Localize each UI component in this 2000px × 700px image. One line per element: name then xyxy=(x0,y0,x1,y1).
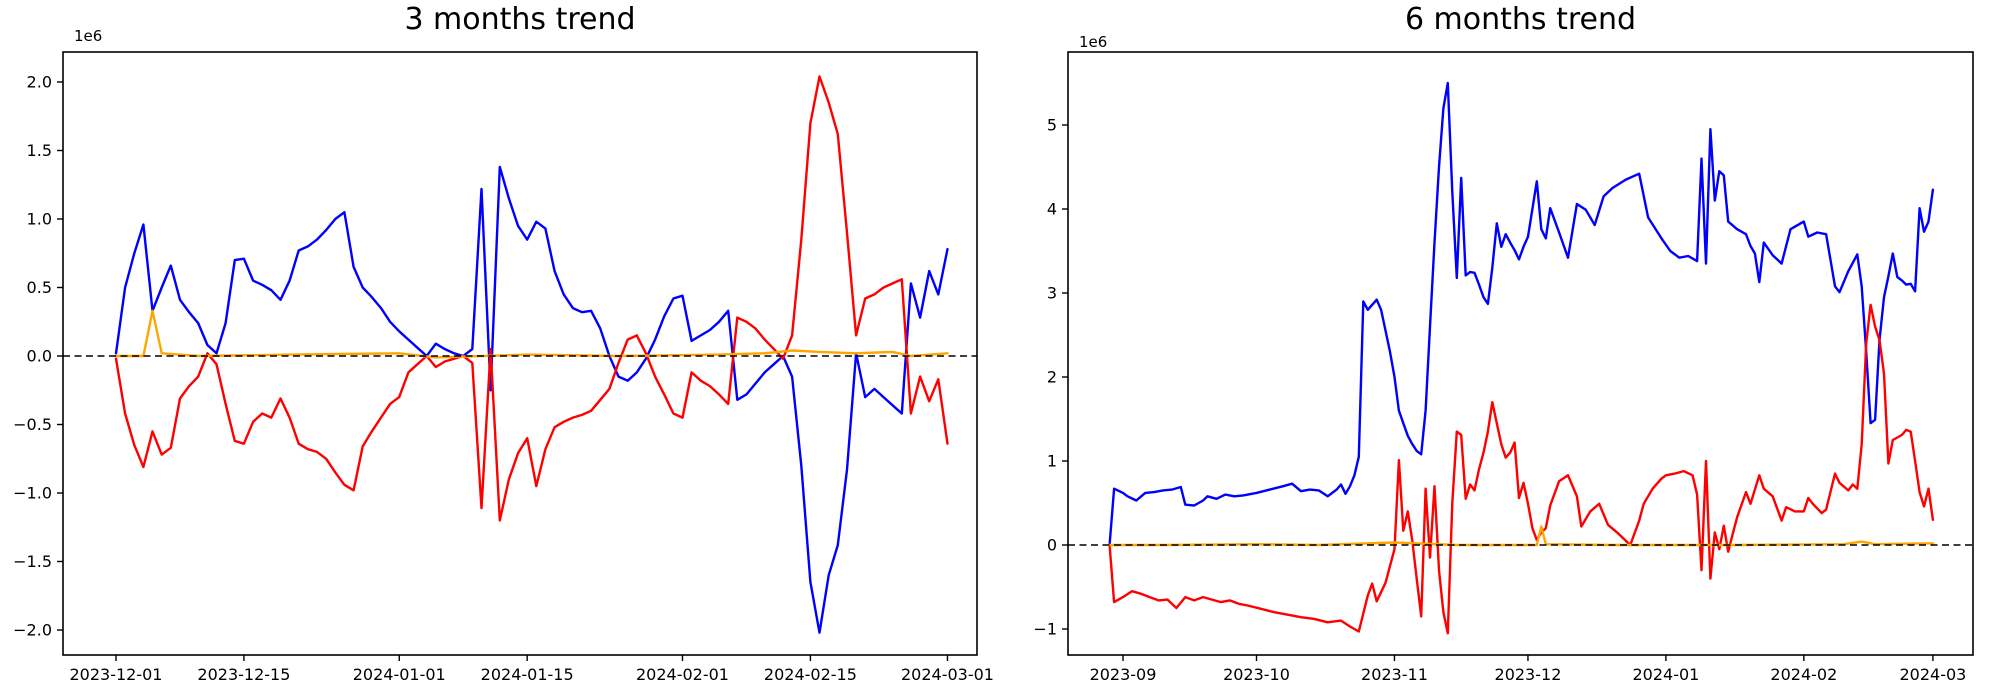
x-tick-label: 2024-03 xyxy=(1899,665,1966,684)
y-tick-label: 0 xyxy=(1047,536,1057,555)
y-axis-offset-label-right: 1e6 xyxy=(1079,33,1108,51)
y-tick-label: 1.0 xyxy=(27,210,52,229)
x-tick-label: 2023-10 xyxy=(1223,665,1290,684)
x-tick-label: 2024-01-15 xyxy=(481,665,574,684)
y-tick-label: 0.5 xyxy=(27,278,52,297)
blue-line xyxy=(1108,81,1935,545)
x-tick-label: 2023-12-01 xyxy=(70,665,163,684)
y-tick-label: 1 xyxy=(1047,452,1057,471)
y-tick-label: −2.0 xyxy=(13,621,52,640)
x-tick-label: 2023-12 xyxy=(1495,665,1562,684)
x-tick-label: 2024-02-15 xyxy=(764,665,857,684)
chart-6-months-trend: 5 4 3 2 1 0 −1 2023-09 2023-10 2023-11 2023-12 2024… xyxy=(1033,51,1974,684)
y-tick-label: 1.5 xyxy=(27,141,52,160)
red-line xyxy=(1108,303,1935,635)
blue-line xyxy=(114,165,949,634)
y-tick-label: 3 xyxy=(1047,284,1057,303)
y-tick-label: 0.0 xyxy=(27,347,52,366)
y-axis-offset-label-left: 1e6 xyxy=(74,27,103,45)
x-tick-label: 2024-01-01 xyxy=(353,665,446,684)
x-tick-label: 2023-11 xyxy=(1361,665,1428,684)
chart-title-6-months: 6 months trend xyxy=(1404,2,1637,37)
x-tick-label: 2023-09 xyxy=(1090,665,1157,684)
red-line xyxy=(114,75,949,522)
plot-border xyxy=(62,51,978,656)
y-tick-label: 5 xyxy=(1047,116,1057,135)
y-tick-label: −1.5 xyxy=(13,552,52,571)
x-tick-label: 2024-03-01 xyxy=(901,665,994,684)
y-tick-label: 2.0 xyxy=(27,73,52,92)
chart-title-3-months: 3 months trend xyxy=(404,2,636,37)
orange-line xyxy=(1108,525,1935,547)
plot-border xyxy=(1067,51,1974,656)
y-tick-label: −1.0 xyxy=(13,484,52,503)
y-tick-label: −0.5 xyxy=(13,415,52,434)
y-tick-label: 4 xyxy=(1047,200,1057,219)
orange-line xyxy=(114,309,949,359)
x-tick-label: 2024-02 xyxy=(1770,665,1837,684)
y-tick-label: 2 xyxy=(1047,368,1057,387)
chart-3-months-trend: 2.0 1.5 1.0 0.5 0.0 −0.5 −1.0 −1.5 −2.0 2023-12-0… xyxy=(13,51,994,684)
x-tick-label: 2024-02-01 xyxy=(636,665,729,684)
y-tick-label: −1 xyxy=(1033,620,1057,639)
x-tick-label: 2024-01 xyxy=(1632,665,1699,684)
x-tick-label: 2023-12-15 xyxy=(197,665,290,684)
